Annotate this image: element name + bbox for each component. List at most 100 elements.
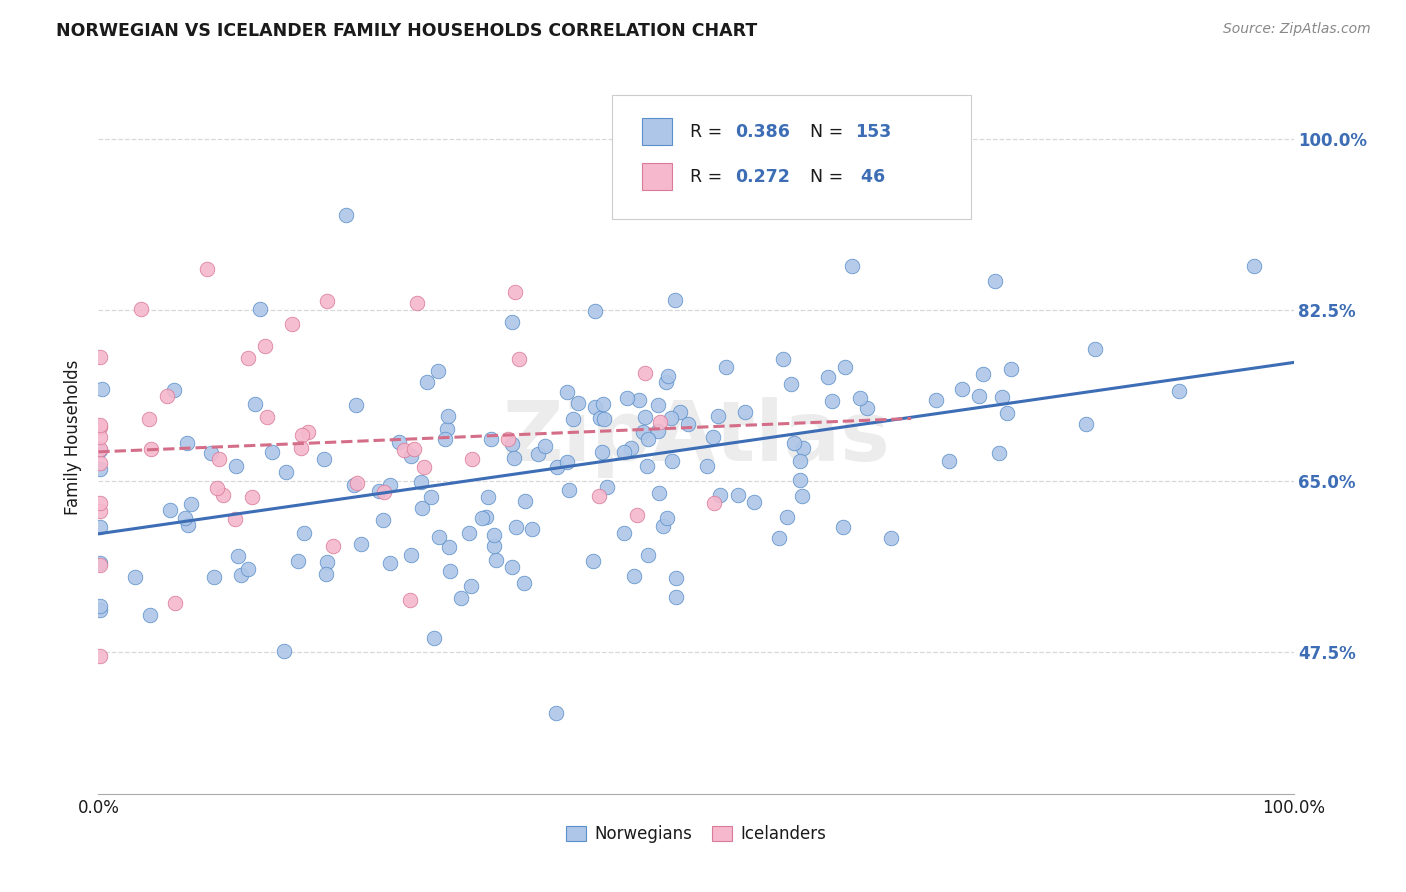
Point <box>287 554 309 568</box>
Point <box>821 394 844 409</box>
Point <box>995 406 1018 420</box>
Point <box>262 445 284 459</box>
Point <box>412 459 434 474</box>
Point <box>555 455 578 469</box>
Point <box>273 644 295 658</box>
Point <box>138 412 160 426</box>
Point <box>437 409 460 423</box>
Point <box>344 398 367 412</box>
Point <box>515 493 537 508</box>
Point <box>89 558 111 573</box>
Point <box>665 590 688 604</box>
Point <box>124 570 146 584</box>
Point <box>834 360 856 375</box>
Point <box>401 548 423 562</box>
Bar <box>643 163 672 190</box>
Point <box>380 556 402 570</box>
Point <box>406 296 429 310</box>
Point <box>315 567 337 582</box>
Point <box>195 262 218 277</box>
Point <box>423 632 446 646</box>
Text: 0.272: 0.272 <box>735 168 790 186</box>
Point <box>378 478 401 492</box>
Point <box>792 442 814 456</box>
Point <box>592 396 614 410</box>
Point <box>89 504 111 518</box>
Point <box>925 392 948 407</box>
Point <box>373 484 395 499</box>
Point <box>202 570 225 584</box>
Point <box>657 368 679 383</box>
Point <box>238 351 260 365</box>
Point <box>156 389 179 403</box>
Point <box>416 375 439 389</box>
Point <box>249 301 271 316</box>
Point <box>159 503 181 517</box>
Point <box>131 301 153 316</box>
Text: R =: R = <box>690 123 728 141</box>
Point <box>315 555 337 569</box>
Point <box>984 274 1007 288</box>
Point <box>367 484 389 499</box>
Text: 0.386: 0.386 <box>735 123 790 141</box>
Point <box>373 512 395 526</box>
Point <box>613 526 636 541</box>
Point <box>561 411 583 425</box>
Text: 153: 153 <box>855 123 891 141</box>
Point <box>634 410 657 425</box>
Point <box>89 442 111 456</box>
Point <box>647 424 669 438</box>
Point <box>668 405 690 419</box>
Point <box>703 495 725 509</box>
Point <box>240 490 263 504</box>
Text: Source: ZipAtlas.com: Source: ZipAtlas.com <box>1223 22 1371 37</box>
Point <box>89 599 111 613</box>
Point <box>776 509 799 524</box>
Point <box>226 549 249 564</box>
Point <box>520 522 543 536</box>
Point <box>744 494 766 508</box>
Point <box>664 293 686 308</box>
Point <box>399 592 422 607</box>
Point <box>626 508 648 522</box>
Bar <box>643 118 672 145</box>
Point <box>256 409 278 424</box>
FancyBboxPatch shape <box>613 95 972 219</box>
Point <box>419 491 441 505</box>
Point <box>596 480 619 494</box>
Point <box>477 490 499 504</box>
Legend: Norwegians, Icelanders: Norwegians, Icelanders <box>560 819 832 850</box>
Point <box>461 451 484 466</box>
Point <box>388 435 411 450</box>
Point <box>616 391 638 405</box>
Point <box>817 369 839 384</box>
Y-axis label: Family Households: Family Households <box>65 359 83 515</box>
Point <box>972 367 994 381</box>
Point <box>475 510 498 524</box>
Point <box>433 432 456 446</box>
Point <box>634 366 657 380</box>
Point <box>768 531 790 545</box>
Point <box>734 405 756 419</box>
Point <box>281 317 304 331</box>
Point <box>789 453 811 467</box>
Point <box>1074 417 1097 432</box>
Point <box>89 420 111 434</box>
Point <box>702 430 724 444</box>
Point <box>225 459 247 474</box>
Point <box>208 451 231 466</box>
Point <box>89 418 111 433</box>
Point <box>89 556 111 570</box>
Point <box>544 706 567 720</box>
Point <box>274 465 297 479</box>
Point <box>450 591 472 605</box>
Point <box>91 383 114 397</box>
Point <box>991 390 1014 404</box>
Point <box>637 548 659 562</box>
Point <box>583 303 606 318</box>
Point <box>879 531 901 545</box>
Point <box>637 432 659 446</box>
Point <box>394 443 416 458</box>
Point <box>831 519 853 533</box>
Point <box>950 382 973 396</box>
